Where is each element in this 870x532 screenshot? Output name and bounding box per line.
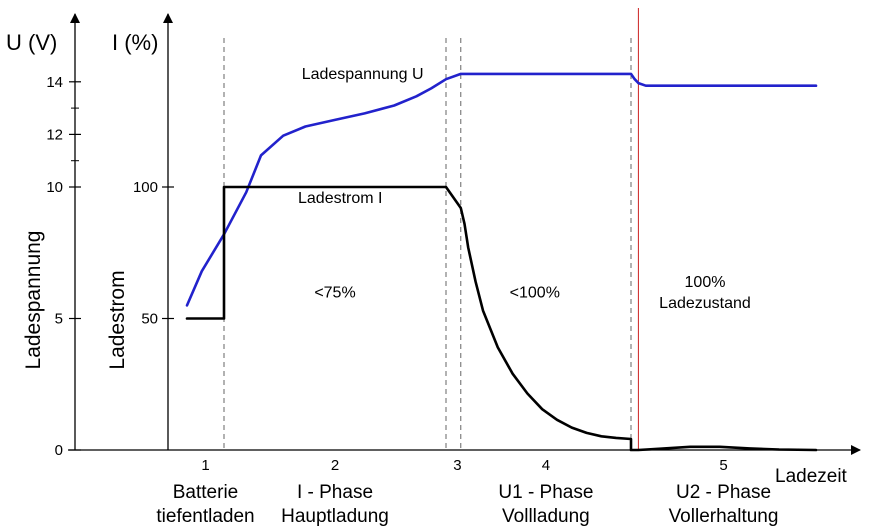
state-of-charge-annotation-3: 100% bbox=[685, 274, 726, 291]
state-of-charge-annotation-1: <75% bbox=[314, 284, 355, 301]
current-axis-title: I (%) bbox=[112, 30, 158, 55]
phase-number-5: 5 bbox=[719, 457, 727, 474]
voltage-tick-label-12: 12 bbox=[46, 126, 63, 143]
time-axis-label: Ladezeit bbox=[775, 466, 848, 487]
state-of-charge-annotation-2: <100% bbox=[510, 284, 560, 301]
label-layer: Ladespannung U Ladestrom I <75% <100% 100% La… bbox=[156, 66, 778, 527]
phase-subtitle-2: Hauptladung bbox=[281, 506, 389, 527]
voltage-rotated-label: Ladespannung bbox=[22, 231, 45, 370]
current-rotated-label: Ladestrom bbox=[106, 270, 129, 369]
phase-number-4: 4 bbox=[542, 457, 550, 474]
tick-layer: 0 5 10 12 14 50 100 bbox=[46, 74, 174, 459]
voltage-tick-label-14: 14 bbox=[46, 74, 63, 91]
current-tick-label-100: 100 bbox=[133, 179, 158, 196]
voltage-axis-title: U (V) bbox=[6, 30, 57, 55]
phase-title-2: I - Phase bbox=[297, 482, 373, 503]
voltage-tick-label-10: 10 bbox=[46, 179, 63, 196]
state-of-charge-annotation-4: Ladezustand bbox=[659, 295, 751, 312]
voltage-tick-label-5: 5 bbox=[55, 311, 63, 328]
series-label-current: Ladestrom I bbox=[298, 190, 382, 207]
phase-number-1: 1 bbox=[201, 457, 209, 474]
voltage-tick-label-0: 0 bbox=[55, 442, 63, 459]
series-line-current bbox=[185, 185, 818, 452]
series-layer bbox=[185, 72, 818, 452]
series-label-voltage: Ladespannung U bbox=[302, 66, 424, 83]
phase-subtitle-4: Vollladung bbox=[502, 506, 590, 527]
phase-number-3: 3 bbox=[453, 457, 461, 474]
phase-title-1: Batterie bbox=[173, 482, 238, 503]
phase-subtitle-1: tiefentladen bbox=[156, 506, 254, 527]
phase-subtitle-5: Vollerhaltung bbox=[669, 506, 779, 527]
phase-title-4: U1 - Phase bbox=[498, 482, 593, 503]
phase-number-2: 2 bbox=[331, 457, 339, 474]
current-tick-label-50: 50 bbox=[141, 311, 158, 328]
series-line-voltage bbox=[185, 72, 818, 307]
phase-title-5: U2 - Phase bbox=[676, 482, 771, 503]
